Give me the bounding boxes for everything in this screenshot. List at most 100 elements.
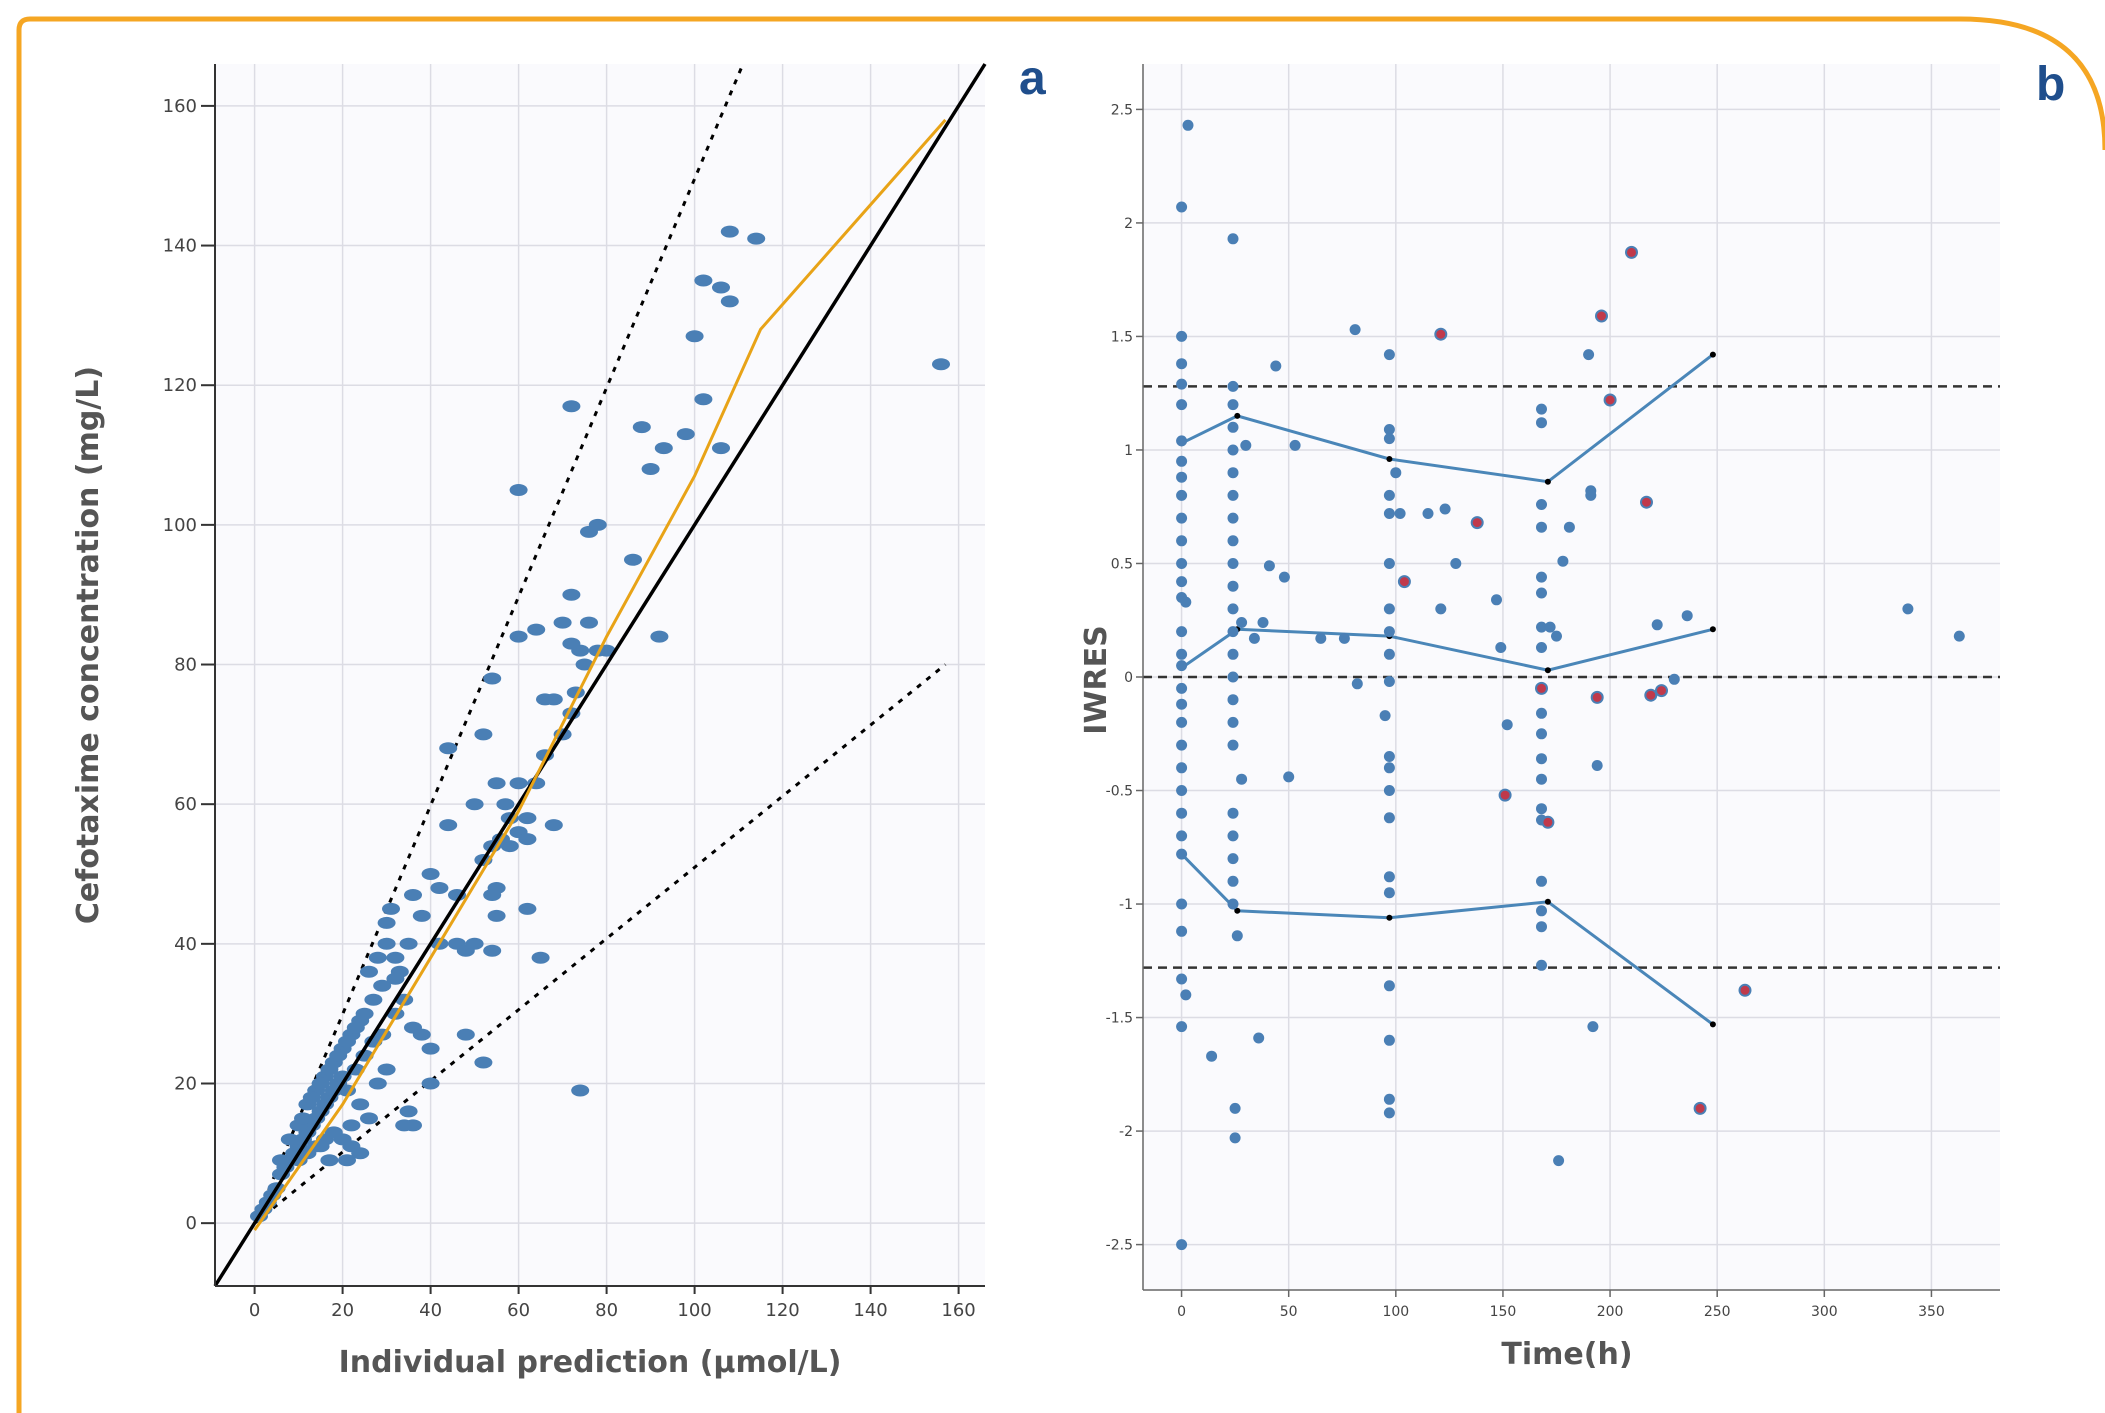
panel-b-x-tick-label: 0 xyxy=(1177,1304,1186,1320)
panel-b-data-point xyxy=(1544,621,1556,633)
panel-b-outlier-point xyxy=(1590,690,1604,704)
panel-b-x-axis-title: Time(h) xyxy=(1501,1337,1632,1372)
panel-b-data-point xyxy=(1383,762,1395,774)
panel-b-y-tick-label: 1 xyxy=(1124,443,1133,459)
panel-b-data-point xyxy=(1176,682,1188,694)
panel-a-data-point xyxy=(329,1049,348,1062)
panel-b-percentile-marker xyxy=(1709,1021,1716,1028)
panel-a-data-point xyxy=(474,728,493,741)
panel-b-data-point xyxy=(1231,930,1243,942)
panel-a-data-point xyxy=(474,1056,493,1069)
panel-b-data-point xyxy=(1563,521,1575,533)
panel-a-x-tick-label: 140 xyxy=(853,1300,887,1321)
panel-b-data-point xyxy=(1176,330,1188,342)
panel-a-data-point xyxy=(311,1077,330,1090)
panel-a-data-point xyxy=(575,658,594,671)
panel-b-data-point xyxy=(1536,621,1547,633)
panel-b-y-tick-label: 2 xyxy=(1124,216,1133,232)
panel-a-data-point xyxy=(509,777,528,790)
panel-a-data-point xyxy=(694,393,713,406)
panel-b-data-point xyxy=(1227,853,1239,865)
panel-a-data-point xyxy=(351,1098,370,1111)
panel-a-data-point xyxy=(360,1112,378,1125)
panel-b-data-point xyxy=(1176,698,1188,710)
panel-a-y-tick-label: 20 xyxy=(174,1073,197,1094)
panel-b-outlier-point xyxy=(1434,327,1448,341)
panel-a-x-tick-label: 100 xyxy=(677,1300,711,1321)
panel-a-data-point xyxy=(355,1007,374,1020)
panel-a-data-point xyxy=(404,889,422,901)
panel-b-data-point xyxy=(1536,707,1547,719)
panel-b-outlier-point xyxy=(1498,788,1512,802)
panel-a-data-point xyxy=(509,484,528,496)
panel-a-x-tick-label: 0 xyxy=(249,1300,260,1321)
panel-b-data-point xyxy=(1591,760,1603,771)
panel-b-data-point xyxy=(1176,739,1188,751)
panel-a-data-point xyxy=(712,442,730,455)
panel-b-data-point xyxy=(1180,989,1192,1001)
panel-a-data-point xyxy=(320,1063,339,1076)
panel-a-y-tick-label: 160 xyxy=(163,96,197,117)
panel-b-data-point xyxy=(1536,403,1547,415)
panel-a-data-point xyxy=(487,777,506,790)
panel-b-data-point xyxy=(1315,632,1327,644)
panel-b-data-point xyxy=(1176,576,1188,588)
panel-a-data-point xyxy=(320,1154,339,1167)
panel-a-data-point xyxy=(439,819,458,832)
panel-a-reference-lines xyxy=(253,63,947,1225)
panel-b-data-point xyxy=(1536,803,1547,815)
panel-b-data-point xyxy=(1383,980,1395,992)
panel-b-data-point xyxy=(1236,773,1248,785)
panel-a-data-point xyxy=(562,637,581,650)
panel-b-data-point xyxy=(1383,871,1395,883)
panel-b-data-point xyxy=(1557,555,1569,567)
panel-b-percentile-marker xyxy=(1544,667,1551,674)
panel-b-data-point xyxy=(1227,558,1239,569)
panel-a-data-point xyxy=(487,909,506,922)
panel-b-outlier-point xyxy=(1625,245,1638,259)
panel-a-data-point xyxy=(430,882,449,894)
panel-b-data-point xyxy=(1278,571,1290,583)
panel-b-data-point xyxy=(1383,785,1395,796)
panel-b-percentile-marker xyxy=(1386,914,1393,921)
panel-a-x-tick-label: 20 xyxy=(331,1300,354,1321)
panel-b-outlier-point xyxy=(1640,495,1653,509)
panel-b-outlier-point xyxy=(1655,684,1668,698)
panel-b-data-point xyxy=(1229,1102,1241,1114)
panel-b-y-tick-label: -2.5 xyxy=(1106,1238,1133,1254)
panel-a-data-point xyxy=(399,1105,418,1118)
panel-b-x-tick-label: 50 xyxy=(1280,1304,1298,1320)
panel-b-data-point xyxy=(1227,489,1239,501)
panel-b-data-point xyxy=(1536,728,1547,740)
panel-a-data-point xyxy=(377,1063,396,1076)
panel-b-percentile-marker xyxy=(1709,351,1716,358)
panel-a-y-tick-label: 0 xyxy=(186,1213,197,1234)
panel-b-letter: b xyxy=(2036,58,2065,111)
panel-b-data-point xyxy=(1422,508,1434,519)
panel-b-percentile-marker xyxy=(1544,898,1551,905)
panel-b-outlier-point xyxy=(1644,688,1658,702)
panel-b-data-point xyxy=(1227,830,1239,842)
panel-b-data-point xyxy=(1176,201,1188,213)
panel-a-data-point xyxy=(364,993,383,1006)
panel-b-data-point xyxy=(1176,535,1188,547)
panel-b-data-point xyxy=(1435,603,1447,615)
panel-b-data-point xyxy=(1176,660,1188,672)
panel-a-data-point xyxy=(412,909,431,922)
panel-a-data-point xyxy=(720,225,739,238)
panel-b-reference-lines xyxy=(1143,385,2000,969)
panel-b-data-point xyxy=(1227,467,1239,479)
panel-b-data-point xyxy=(1383,676,1395,687)
panel-b-data-point xyxy=(1176,830,1188,842)
panel-b-data-points xyxy=(1176,119,1965,1251)
panel-a-data-point xyxy=(500,840,519,853)
panel-b-data-point xyxy=(1227,875,1239,887)
panel-a-data-point xyxy=(712,281,730,294)
panel-b-data-point xyxy=(1536,959,1547,971)
panel-b-data-point xyxy=(1587,1021,1599,1033)
panel-b-percentile-marker xyxy=(1234,907,1241,914)
panel-b-x-tick-label: 250 xyxy=(1704,1304,1731,1320)
panel-b-data-point xyxy=(1902,603,1914,615)
panel-b-outlier-point xyxy=(1397,575,1411,589)
panel-b-data-point xyxy=(1176,785,1188,796)
